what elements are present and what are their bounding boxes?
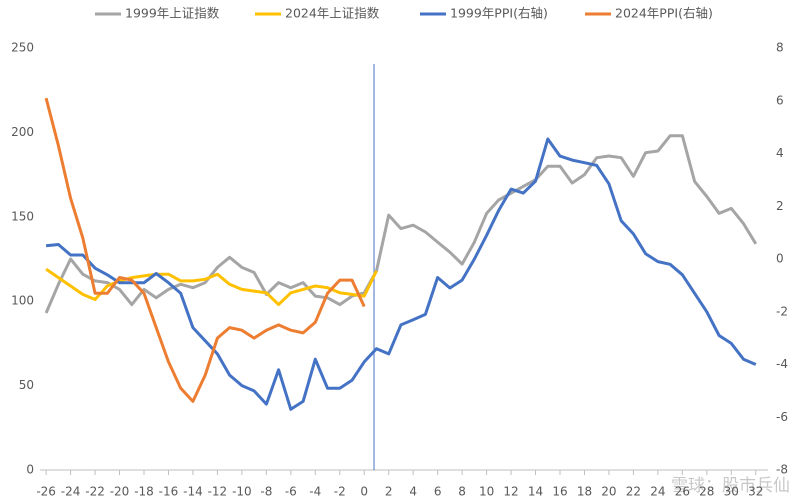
- y2-tick-label: 6: [776, 93, 784, 107]
- x-tick-label: 4: [409, 485, 417, 499]
- x-tick-label: 10: [479, 485, 494, 499]
- x-tick-label: -12: [208, 485, 228, 499]
- x-tick-label: -18: [134, 485, 154, 499]
- y2-tick-label: 8: [776, 41, 784, 55]
- y-tick-label: 50: [19, 378, 34, 392]
- x-tick-label: 26: [675, 485, 690, 499]
- legend: 1999年上证指数 2024年上证指数 1999年PPI(右轴) 2024年PPI(右…: [95, 6, 713, 21]
- legend-label: 2024年PPI(右轴): [615, 6, 713, 21]
- y2-tick-label: -8: [776, 463, 788, 477]
- x-tick-label: 32: [748, 485, 763, 499]
- x-tick-label: 22: [626, 485, 641, 499]
- x-tick-label: -2: [334, 485, 346, 499]
- x-tick-label: 28: [699, 485, 714, 499]
- x-tick-label: 8: [458, 485, 466, 499]
- x-tick-label: -16: [159, 485, 179, 499]
- x-tick-label: 16: [552, 485, 567, 499]
- x-tick-label: -6: [285, 485, 297, 499]
- y-tick-label: 0: [26, 463, 34, 477]
- y2-tick-label: -4: [776, 357, 788, 371]
- y2-tick-label: -6: [776, 410, 788, 424]
- x-tick-label: 24: [650, 485, 665, 499]
- x-tick-label: -26: [36, 485, 56, 499]
- x-tick-label: 2: [385, 485, 393, 499]
- x-tick-label: 12: [503, 485, 518, 499]
- legend-label: 2024年上证指数: [285, 6, 380, 21]
- x-tick-label: -10: [232, 485, 252, 499]
- y-tick-label: 100: [11, 294, 34, 308]
- y2-tick-label: 4: [776, 146, 784, 160]
- legend-label: 1999年PPI(右轴): [450, 6, 548, 21]
- x-tick-label: -14: [183, 485, 203, 499]
- y-tick-label: 200: [11, 125, 34, 139]
- watermark: 雪球：股市兵仙: [671, 476, 790, 496]
- x-tick-label: 14: [528, 485, 543, 499]
- y-tick-label: 250: [11, 41, 34, 55]
- x-tick-label: -24: [61, 485, 81, 499]
- y2-tick-label: -2: [776, 304, 788, 318]
- series-line: [44, 97, 366, 403]
- x-tick-label: -20: [110, 485, 130, 499]
- x-tick-label: -8: [260, 485, 272, 499]
- y2-tick-label: 0: [776, 252, 784, 266]
- series-line: [44, 134, 758, 314]
- x-tick-label: 6: [434, 485, 442, 499]
- x-tick-label: -4: [309, 485, 321, 499]
- y2-tick-label: 2: [776, 199, 784, 213]
- legend-label: 1999年上证指数: [125, 6, 220, 21]
- x-tick-label: 18: [577, 485, 592, 499]
- x-tick-label: 20: [601, 485, 616, 499]
- series-line: [45, 137, 757, 411]
- y-tick-label: 150: [11, 209, 34, 223]
- x-tick-label: 30: [724, 485, 739, 499]
- x-tick-label: -22: [85, 485, 105, 499]
- x-tick-label: 0: [360, 485, 368, 499]
